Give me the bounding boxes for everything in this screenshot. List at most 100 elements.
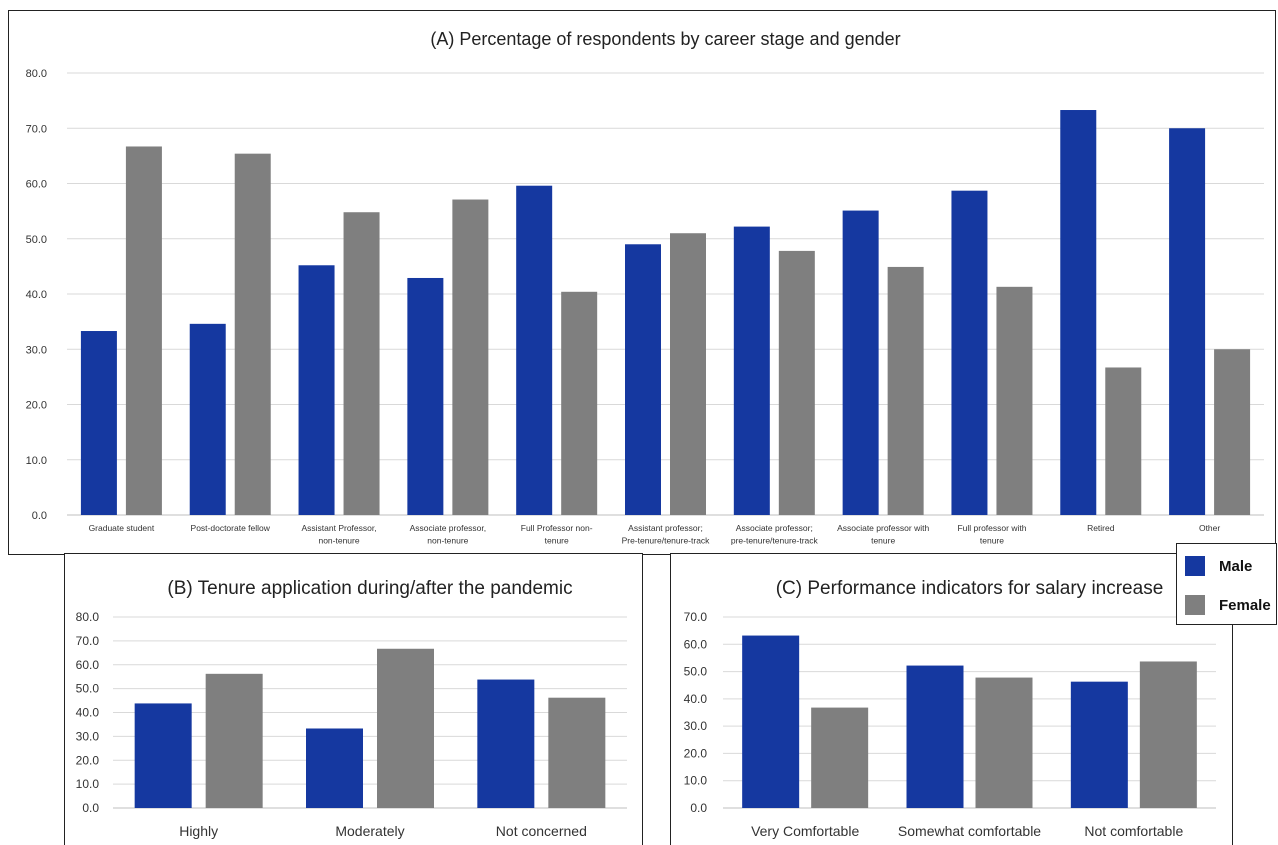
x-category-label: Pre-tenure/tenure-track xyxy=(622,536,711,546)
x-category-label: Full professor with xyxy=(957,523,1026,533)
x-category-label: non-tenure xyxy=(318,536,359,546)
y-tick-label: 50.0 xyxy=(684,665,708,679)
y-tick-label: 30.0 xyxy=(684,719,708,733)
bar-female xyxy=(377,648,434,808)
bar-male xyxy=(306,728,363,808)
y-tick-label: 70.0 xyxy=(26,123,47,135)
y-tick-label: 80.0 xyxy=(26,68,47,80)
bar-male xyxy=(298,265,335,515)
x-category-label: Retired xyxy=(1087,523,1115,533)
x-category-label: Assistant professor; xyxy=(628,523,703,533)
bar-female xyxy=(548,697,606,808)
bar-female xyxy=(234,153,271,516)
x-category-label: Other xyxy=(1199,523,1220,533)
y-tick-label: 70.0 xyxy=(684,610,708,624)
bar-female xyxy=(125,146,162,516)
bar-female xyxy=(778,250,815,515)
bar-female xyxy=(996,286,1033,515)
y-tick-label: 60.0 xyxy=(26,179,47,191)
legend-swatch-male xyxy=(1185,556,1205,576)
y-tick-label: 0.0 xyxy=(82,801,99,815)
x-category-label: Associate professor with xyxy=(837,523,929,533)
y-tick-label: 10.0 xyxy=(76,777,100,791)
y-tick-label: 50.0 xyxy=(76,682,100,696)
x-category-label: non-tenure xyxy=(427,536,468,546)
y-tick-label: 20.0 xyxy=(684,746,708,760)
legend-swatch-female xyxy=(1185,595,1205,615)
y-tick-label: 10.0 xyxy=(26,455,47,467)
legend-label-female: Female xyxy=(1219,596,1271,614)
bar-male xyxy=(407,277,444,515)
y-tick-label: 60.0 xyxy=(684,637,708,651)
chart-b-svg: (B) Tenure application during/after the … xyxy=(76,578,627,839)
x-category-label: Moderately xyxy=(335,823,404,839)
y-tick-label: 0.0 xyxy=(32,510,47,522)
y-tick-label: 50.0 xyxy=(26,234,47,246)
x-category-label: Very Comfortable xyxy=(751,823,859,839)
bar-female xyxy=(811,707,869,808)
bar-female xyxy=(1105,367,1142,515)
x-category-label: pre-tenure/tenure-track xyxy=(731,536,819,546)
bar-male xyxy=(80,331,117,515)
bar-female xyxy=(670,233,706,515)
bar-male xyxy=(742,635,800,808)
bar-female xyxy=(1214,349,1251,515)
y-tick-label: 60.0 xyxy=(76,658,100,672)
bar-male xyxy=(733,226,770,515)
bar-male xyxy=(1070,681,1128,808)
legend-label-male: Male xyxy=(1219,557,1253,575)
x-category-label: Highly xyxy=(179,823,218,839)
bar-male xyxy=(1169,128,1206,515)
bar-male xyxy=(906,665,964,808)
y-tick-label: 20.0 xyxy=(76,753,100,767)
bar-male xyxy=(842,210,879,515)
y-tick-label: 80.0 xyxy=(76,610,100,624)
y-tick-label: 40.0 xyxy=(76,706,100,720)
chart-b-title: (B) Tenure application during/after the … xyxy=(167,578,572,599)
y-tick-label: 30.0 xyxy=(26,344,47,356)
bar-female xyxy=(561,291,598,515)
chart-c-svg: (C) Performance indicators for salary in… xyxy=(684,578,1216,839)
bar-male xyxy=(189,323,226,515)
bar-female xyxy=(343,212,380,516)
x-category-label: Assistant Professor, xyxy=(301,523,376,533)
bar-female xyxy=(1139,661,1197,808)
x-category-label: Post-doctorate fellow xyxy=(191,523,271,533)
y-tick-label: 40.0 xyxy=(26,289,47,301)
y-tick-label: 20.0 xyxy=(26,400,47,412)
x-category-label: tenure xyxy=(871,536,895,546)
x-category-label: Not comfortable xyxy=(1084,823,1183,839)
x-category-label: Somewhat comfortable xyxy=(898,823,1041,839)
y-tick-label: 30.0 xyxy=(76,729,100,743)
bar-male xyxy=(516,185,553,515)
bar-female xyxy=(887,266,924,515)
chart-panel-c: (C) Performance indicators for salary in… xyxy=(670,553,1233,845)
x-category-label: Graduate student xyxy=(89,523,155,533)
bar-female xyxy=(975,677,1033,808)
bar-male xyxy=(1060,110,1097,515)
chart-a-svg: (A) Percentage of respondents by career … xyxy=(26,29,1264,546)
bar-male xyxy=(134,703,192,808)
x-category-label: tenure xyxy=(980,536,1004,546)
y-tick-label: 10.0 xyxy=(684,774,708,788)
chart-a-title: (A) Percentage of respondents by career … xyxy=(430,29,900,49)
x-category-label: Full Professor non- xyxy=(521,523,593,533)
y-tick-label: 70.0 xyxy=(76,634,100,648)
bar-female xyxy=(452,199,489,515)
bar-male xyxy=(951,190,988,515)
x-category-label: Associate professor; xyxy=(736,523,813,533)
bar-female xyxy=(205,673,263,808)
bar-male xyxy=(477,679,535,808)
chart-legend: Male Female xyxy=(1176,543,1277,625)
bar-male xyxy=(625,244,661,515)
x-category-label: Associate professor, xyxy=(410,523,487,533)
x-category-label: Not concerned xyxy=(496,823,587,839)
chart-panel-b: (B) Tenure application during/after the … xyxy=(64,553,643,845)
y-tick-label: 40.0 xyxy=(684,692,708,706)
legend-item-female: Female xyxy=(1185,595,1271,615)
chart-panel-a: (A) Percentage of respondents by career … xyxy=(8,10,1276,555)
y-tick-label: 0.0 xyxy=(690,801,707,815)
chart-c-title: (C) Performance indicators for salary in… xyxy=(776,578,1164,599)
x-category-label: tenure xyxy=(545,536,569,546)
legend-item-male: Male xyxy=(1185,556,1252,576)
